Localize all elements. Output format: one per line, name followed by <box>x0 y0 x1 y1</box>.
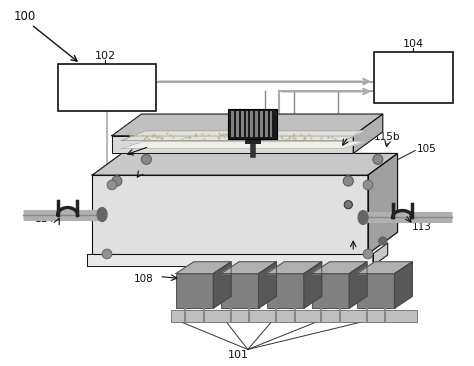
Circle shape <box>343 176 353 186</box>
Text: 110: 110 <box>262 126 282 136</box>
Text: 100: 100 <box>13 10 36 23</box>
Circle shape <box>112 176 122 186</box>
Polygon shape <box>259 262 276 308</box>
Bar <box>246 111 248 137</box>
Polygon shape <box>87 254 373 266</box>
Circle shape <box>363 180 373 190</box>
Bar <box>241 111 244 137</box>
Text: 113: 113 <box>412 222 432 232</box>
Text: 106: 106 <box>149 138 169 147</box>
Bar <box>250 111 253 137</box>
Text: 104: 104 <box>403 39 424 49</box>
Bar <box>374 52 453 103</box>
Text: 112: 112 <box>120 167 140 177</box>
Bar <box>312 274 349 308</box>
Polygon shape <box>312 262 367 274</box>
Bar <box>260 111 263 137</box>
Circle shape <box>107 180 117 190</box>
Polygon shape <box>92 175 368 254</box>
Circle shape <box>141 154 151 164</box>
Ellipse shape <box>358 210 368 224</box>
Bar <box>270 111 273 137</box>
Polygon shape <box>353 114 383 153</box>
Circle shape <box>344 201 352 209</box>
Bar <box>245 139 261 143</box>
Bar <box>357 274 394 308</box>
Bar <box>221 274 259 308</box>
Bar <box>265 111 268 137</box>
Text: 108: 108 <box>134 273 154 284</box>
Text: 115a: 115a <box>334 252 360 262</box>
Ellipse shape <box>97 208 107 221</box>
Bar <box>58 64 156 111</box>
Polygon shape <box>92 153 398 175</box>
Polygon shape <box>112 136 353 153</box>
Circle shape <box>343 176 353 186</box>
Text: 114: 114 <box>35 214 55 224</box>
Polygon shape <box>394 262 412 308</box>
Circle shape <box>379 237 387 245</box>
Polygon shape <box>368 153 398 254</box>
Polygon shape <box>373 243 388 266</box>
Bar <box>171 310 417 322</box>
Polygon shape <box>357 262 412 274</box>
Polygon shape <box>213 262 231 308</box>
Circle shape <box>344 201 352 209</box>
Bar <box>231 111 234 137</box>
Circle shape <box>102 249 112 259</box>
Circle shape <box>363 249 373 259</box>
Polygon shape <box>304 262 322 308</box>
Text: 105: 105 <box>417 143 437 153</box>
Polygon shape <box>112 114 383 136</box>
Polygon shape <box>122 142 364 149</box>
Polygon shape <box>122 131 367 141</box>
Bar <box>176 274 213 308</box>
Circle shape <box>373 154 383 164</box>
Circle shape <box>112 176 122 186</box>
Polygon shape <box>221 262 276 274</box>
Text: 109: 109 <box>332 126 352 136</box>
Circle shape <box>373 154 383 164</box>
Text: 103: 103 <box>191 126 210 136</box>
Text: 101: 101 <box>228 350 248 361</box>
Bar <box>266 274 304 308</box>
Bar <box>255 111 258 137</box>
Bar <box>236 111 239 137</box>
Polygon shape <box>176 262 231 274</box>
Text: 107: 107 <box>291 126 311 136</box>
Text: 115b: 115b <box>374 132 401 142</box>
Bar <box>228 109 277 139</box>
Circle shape <box>141 154 151 164</box>
Polygon shape <box>349 262 367 308</box>
Text: 102: 102 <box>94 51 116 61</box>
Polygon shape <box>266 262 322 274</box>
